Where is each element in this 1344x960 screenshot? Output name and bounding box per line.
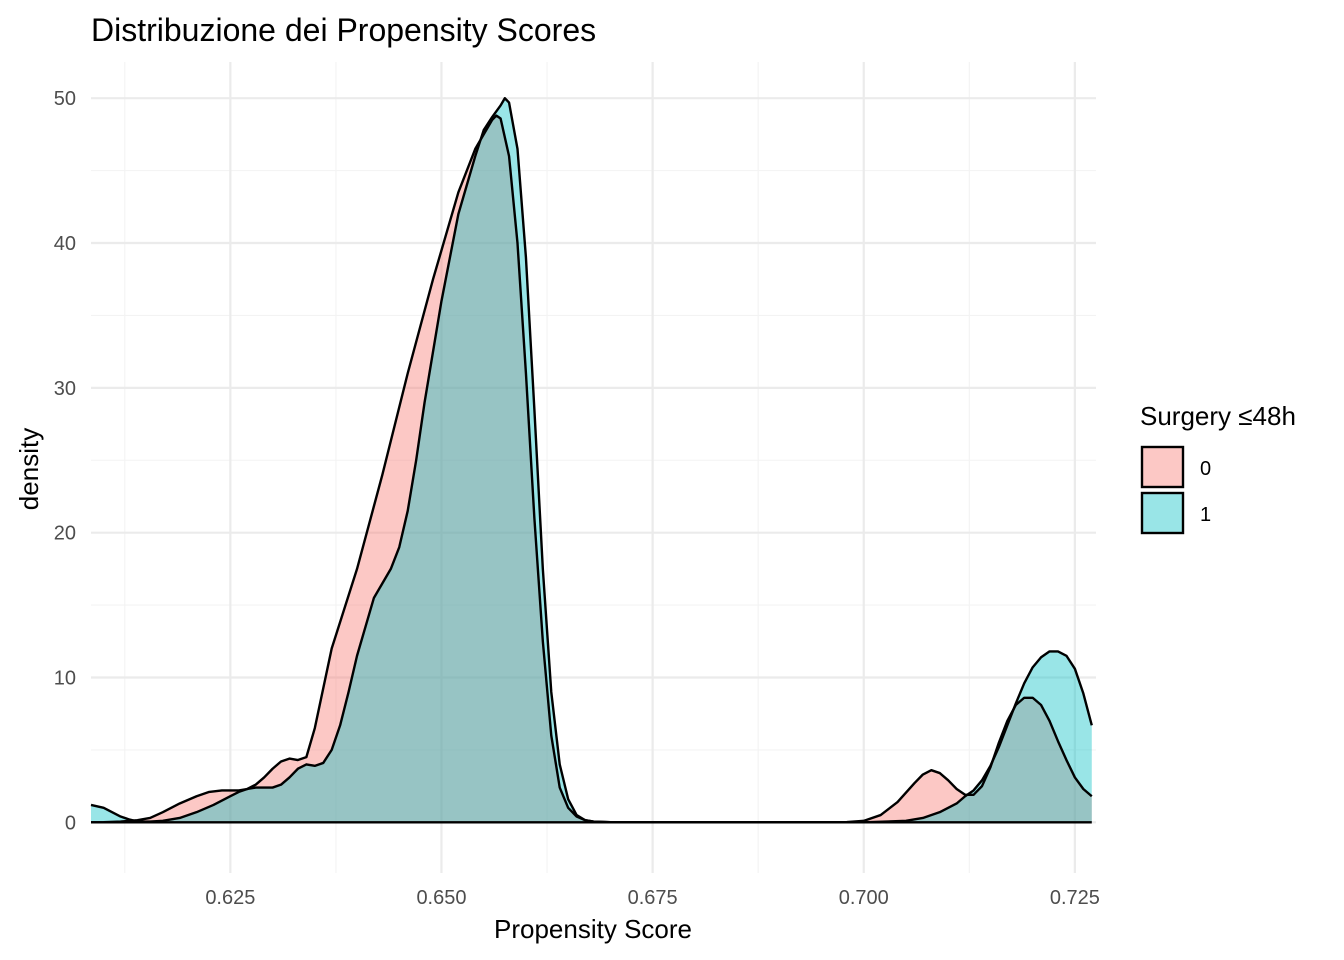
density-areas: [90, 97, 1093, 824]
y-tick-label: 30: [54, 378, 76, 400]
y-axis-ticks: 0 10 20 30 40 50: [54, 88, 76, 834]
major-gridlines: [91, 62, 1096, 873]
density-area-0: [91, 115, 1092, 823]
y-tick-label: 10: [54, 667, 76, 689]
density-line-1: [90, 97, 1093, 824]
y-tick-label: 0: [65, 812, 76, 834]
legend-key-0: [1140, 445, 1185, 489]
chart-title: Distribuzione dei Propensity Scores: [91, 12, 596, 48]
x-tick-label: 0.725: [1050, 887, 1100, 909]
y-tick-label: 50: [54, 88, 76, 110]
x-axis-ticks: 0.625 0.650 0.675 0.700 0.725: [205, 887, 1100, 909]
legend: Surgery ≤48h 01: [1140, 401, 1296, 535]
x-tick-label: 0.650: [416, 887, 466, 909]
legend-label-0: 0: [1200, 458, 1211, 480]
x-tick-label: 0.625: [205, 887, 255, 909]
legend-title: Surgery ≤48h: [1140, 401, 1296, 431]
minor-gridlines: [91, 62, 1096, 873]
legend-key-1: [1140, 491, 1185, 535]
legend-key-bg-1: [1141, 492, 1184, 534]
legend-items: 01: [1140, 445, 1211, 535]
y-tick-label: 20: [54, 523, 76, 545]
y-tick-label: 40: [54, 233, 76, 255]
x-tick-label: 0.700: [839, 887, 889, 909]
density-line-0: [90, 114, 1093, 824]
x-tick-label: 0.675: [628, 887, 678, 909]
legend-key-bg-0: [1141, 446, 1184, 488]
x-axis-title: Propensity Score: [494, 914, 692, 944]
y-axis-title: density: [14, 428, 44, 510]
legend-label-1: 1: [1200, 504, 1211, 526]
